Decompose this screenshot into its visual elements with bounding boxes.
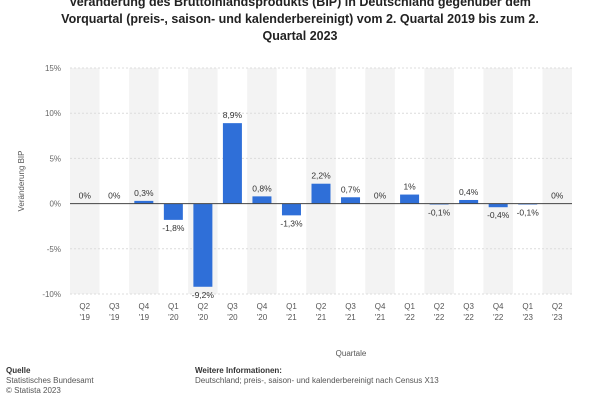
x-axis-label: Quartale	[336, 349, 367, 358]
bar	[134, 200, 154, 204]
y-tick-label: 5%	[49, 154, 61, 163]
bar	[488, 203, 508, 208]
x-tick-year: '20	[198, 313, 209, 322]
x-tick-label: Q2	[79, 302, 90, 311]
data-label: -1,8%	[162, 223, 185, 233]
x-tick-label: Q4	[375, 302, 386, 311]
data-label: -1,3%	[280, 218, 303, 228]
x-tick-year: '20	[257, 313, 268, 322]
x-tick-year: '22	[404, 313, 415, 322]
column-band	[129, 68, 159, 294]
x-tick-label: Q2	[198, 302, 209, 311]
x-tick-label: Q4	[138, 302, 149, 311]
data-label: 1%	[403, 182, 416, 192]
data-label: 0,3%	[134, 188, 154, 198]
data-label: 8,9%	[223, 110, 243, 120]
x-tick-year: '20	[227, 313, 238, 322]
y-tick-label: -10%	[42, 290, 61, 299]
x-axis-ticks: Q2 '19 Q3 '19 Q4 '19 Q1 '20 Q2 '20 Q3 '20 Q4 '20 Q1 '21…	[79, 302, 563, 322]
x-tick-year: '23	[522, 313, 533, 322]
data-label: 0%	[551, 191, 564, 201]
footer-source: Quelle Statistisches Bundesamt © Statist…	[6, 366, 94, 396]
x-tick-label: Q2	[434, 302, 445, 311]
data-label: -0,1%	[517, 208, 540, 218]
data-label: 0,7%	[341, 184, 361, 194]
x-tick-year: '21	[345, 313, 356, 322]
bar	[222, 123, 242, 204]
x-tick-label: Q3	[345, 302, 356, 311]
column-band	[70, 68, 100, 294]
info-heading: Weitere Informationen:	[195, 366, 282, 375]
x-tick-label: Q1	[168, 302, 179, 311]
x-tick-label: Q3	[109, 302, 120, 311]
data-label: 0%	[108, 191, 121, 201]
y-axis-ticks: 15% 10% 5% 0% -5% -10%	[42, 64, 61, 299]
bar	[400, 194, 420, 204]
y-axis-label: Veränderung BIP	[17, 151, 26, 212]
data-label: -0,1%	[428, 208, 451, 218]
data-label: -9,2%	[192, 290, 215, 300]
column-band	[365, 68, 395, 294]
y-tick-label: 15%	[45, 64, 61, 73]
x-tick-label: Q3	[227, 302, 238, 311]
x-tick-year: '22	[463, 313, 474, 322]
bar	[252, 196, 272, 204]
data-label: 0%	[374, 191, 387, 201]
x-tick-year: '23	[552, 313, 563, 322]
x-tick-year: '19	[109, 313, 120, 322]
x-tick-label: Q1	[286, 302, 297, 311]
x-tick-label: Q1	[522, 302, 533, 311]
column-band	[306, 68, 336, 294]
x-tick-year: '19	[80, 313, 91, 322]
x-tick-year: '20	[168, 313, 179, 322]
x-tick-label: Q2	[552, 302, 563, 311]
y-tick-label: 0%	[49, 200, 61, 209]
source-heading: Quelle	[6, 366, 31, 375]
x-tick-year: '21	[375, 313, 386, 322]
bar	[281, 203, 301, 216]
y-tick-label: -5%	[47, 245, 61, 254]
data-label: 0,8%	[252, 183, 272, 193]
data-label: 0,4%	[459, 187, 479, 197]
source-text: Statistisches Bundesamt	[6, 376, 94, 385]
chart-title: Veränderung des Bruttoinlandsprodukts (B…	[61, 0, 539, 43]
x-tick-label: Q4	[493, 302, 504, 311]
x-tick-label: Q3	[463, 302, 474, 311]
column-bands	[70, 68, 572, 294]
column-band	[483, 68, 513, 294]
x-tick-label: Q1	[404, 302, 415, 311]
x-tick-year: '19	[139, 313, 150, 322]
y-tick-label: 10%	[45, 109, 61, 118]
data-label: 2,2%	[311, 171, 331, 181]
data-label: 0%	[79, 191, 92, 201]
info-text: Deutschland; preis-, saison- und kalende…	[195, 376, 439, 385]
x-tick-label: Q4	[257, 302, 268, 311]
data-label: -0,4%	[487, 210, 510, 220]
x-tick-year: '22	[493, 313, 504, 322]
bar	[459, 199, 479, 204]
column-band	[424, 68, 454, 294]
data-labels: 0% 0% 0,3% -1,8% -9,2% 8,9% 0,8% -1,3% 2,2% 0,7% 0…	[79, 110, 564, 300]
bar	[341, 197, 361, 204]
bar	[311, 183, 331, 204]
column-band	[247, 68, 277, 294]
x-tick-year: '21	[286, 313, 297, 322]
footer-info: Weitere Informationen: Deutschland; prei…	[195, 366, 439, 386]
bar	[163, 203, 183, 220]
bars	[134, 123, 538, 287]
bar	[193, 203, 213, 287]
x-tick-label: Q2	[316, 302, 327, 311]
copyright-text: © Statista 2023	[6, 386, 61, 395]
x-tick-year: '21	[316, 313, 327, 322]
x-tick-year: '22	[434, 313, 445, 322]
column-band	[542, 68, 572, 294]
